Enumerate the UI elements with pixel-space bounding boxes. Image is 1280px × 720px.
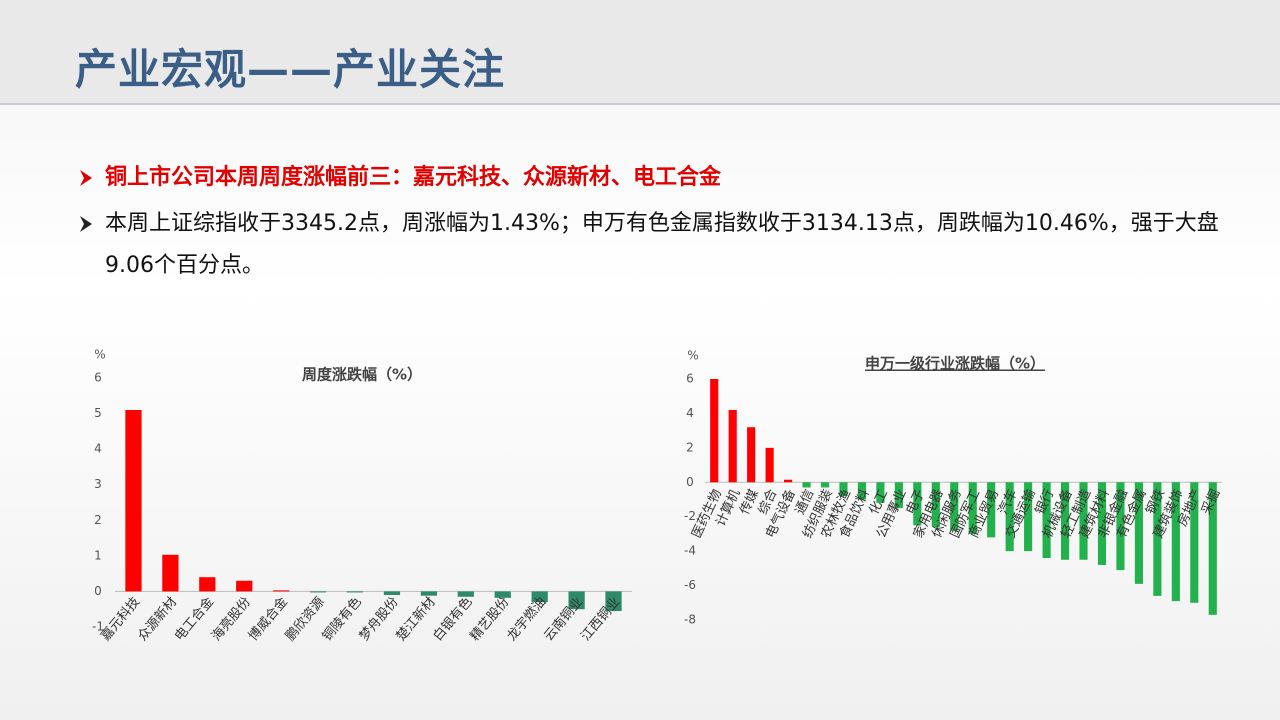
- bar: [931, 482, 940, 528]
- bar: [605, 591, 622, 611]
- y-tick-label: 6: [686, 372, 694, 386]
- bar: [1060, 482, 1070, 560]
- bar: [950, 482, 959, 531]
- bullet-highlight: 铜上市公司本周周度涨幅前三：嘉元科技、众源新材、电工合金: [105, 165, 722, 190]
- y-tick-label: 0: [94, 584, 102, 598]
- y-tick-label: -1: [92, 620, 104, 634]
- bar: [1208, 482, 1217, 615]
- bar: [236, 580, 253, 592]
- bullet-arrow: [80, 170, 92, 186]
- bar: [1079, 482, 1088, 560]
- bar: [802, 482, 811, 488]
- bar: [457, 591, 474, 597]
- bar: [199, 577, 216, 592]
- y-tick-label: -4: [684, 544, 696, 558]
- y-tick-label: 6: [94, 371, 102, 385]
- bar: [1153, 482, 1162, 596]
- bar: [1116, 482, 1125, 571]
- y-tick-label: -8: [684, 613, 696, 627]
- bar: [273, 590, 290, 592]
- bar: [765, 447, 774, 483]
- bar: [494, 591, 511, 598]
- bar: [987, 482, 996, 538]
- bar: [420, 591, 438, 596]
- bar: [1042, 482, 1051, 559]
- bar: [1171, 482, 1180, 602]
- y-unit: %: [687, 349, 698, 363]
- bar: [894, 482, 903, 509]
- bar: [346, 591, 364, 593]
- bullet-text: 本周上证综指收于3345.2点，周涨幅为1.43%；申万有色金属指数收于3134…: [105, 211, 1219, 278]
- y-tick-label: 2: [94, 513, 102, 527]
- bar: [968, 482, 977, 534]
- bar: [1024, 482, 1033, 552]
- bar: [1005, 482, 1014, 552]
- charts: 周度涨跌幅（%）%-10123456嘉元科技众源新材电工合金海亮股份博威合金鹏欣…: [92, 348, 1224, 645]
- bar: [531, 591, 548, 603]
- bar: [728, 409, 737, 483]
- y-tick-label: 4: [94, 442, 102, 456]
- bar: [784, 479, 793, 483]
- x-tick-label: 采掘: [1199, 487, 1224, 517]
- y-tick-label: 3: [94, 477, 102, 491]
- bar: [839, 482, 848, 497]
- bullet-arrow: [80, 216, 92, 232]
- bar: [1097, 482, 1107, 565]
- y-unit: %: [94, 348, 105, 362]
- bar: [309, 591, 327, 593]
- y-tick-label: 2: [686, 440, 694, 454]
- y-tick-label: 0: [686, 475, 694, 489]
- slide-title: 产业宏观——产业关注: [75, 45, 506, 94]
- bar: [857, 482, 867, 500]
- bar: [383, 591, 401, 595]
- x-tick-label: 江西铜业: [578, 595, 623, 644]
- bar: [747, 427, 756, 483]
- bar: [876, 482, 885, 503]
- y-tick-label: 4: [686, 406, 694, 420]
- y-tick-label: -2: [684, 509, 696, 523]
- bar: [125, 410, 142, 592]
- y-tick-label: 1: [94, 548, 102, 562]
- bar: [710, 379, 719, 483]
- y-tick-label: -6: [684, 578, 696, 592]
- y-tick-label: 5: [94, 406, 102, 420]
- bar: [1190, 482, 1199, 603]
- chart-title: 周度涨跌幅（%）: [302, 366, 422, 384]
- bar: [913, 482, 922, 526]
- bar: [1134, 482, 1143, 584]
- bar: [162, 554, 179, 592]
- chart-title: 申万一级行业涨跌幅（%）: [865, 355, 1045, 373]
- bar: [568, 591, 585, 610]
- header-band: [0, 0, 1280, 105]
- bar: [820, 482, 830, 488]
